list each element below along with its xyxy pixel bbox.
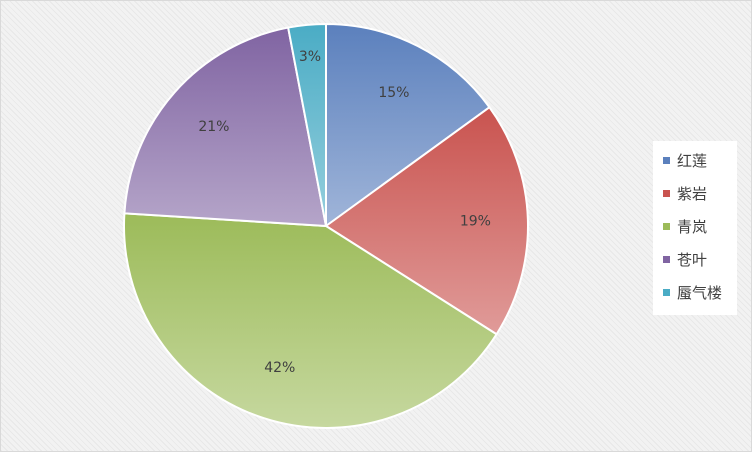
- legend-swatch: [663, 255, 670, 263]
- data-label-3: 42%: [264, 360, 295, 376]
- data-label-5: 3%: [299, 49, 321, 65]
- legend-label: 紫岩: [677, 184, 708, 203]
- legend-swatch: [663, 222, 670, 230]
- legend-swatch: [663, 189, 670, 197]
- legend-item-1: 红莲: [663, 149, 707, 171]
- legend: 红莲紫岩青岚苍叶蜃气楼: [653, 141, 737, 315]
- pie-slice-5: [287, 23, 327, 227]
- legend-swatch: [663, 288, 670, 296]
- pie-slice-3: [123, 212, 498, 429]
- pie-slice-1: [325, 23, 491, 227]
- legend-label: 红莲: [677, 151, 708, 170]
- data-label-2: 19%: [460, 213, 491, 229]
- legend-label: 蜃气楼: [677, 283, 723, 302]
- legend-label: 青岚: [677, 217, 708, 236]
- legend-item-3: 青岚: [663, 215, 707, 237]
- legend-swatch: [663, 156, 670, 164]
- legend-label: 苍叶: [677, 250, 708, 269]
- pie-slice-4: [123, 26, 327, 227]
- legend-item-5: 蜃气楼: [663, 281, 722, 303]
- legend-item-2: 紫岩: [663, 182, 707, 204]
- data-label-4: 21%: [198, 119, 229, 135]
- data-label-1: 15%: [378, 85, 409, 101]
- legend-item-4: 苍叶: [663, 248, 707, 270]
- pie-slice-2: [325, 106, 529, 336]
